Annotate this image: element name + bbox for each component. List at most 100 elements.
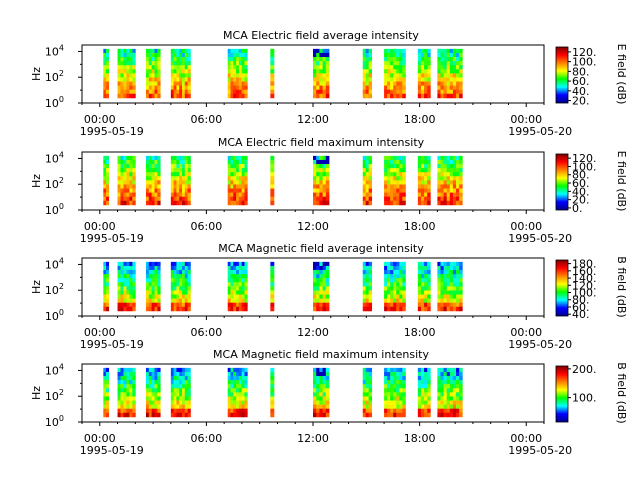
spectrogram-cell xyxy=(440,184,444,189)
spectrogram-cell xyxy=(399,57,403,62)
spectrogram-cell xyxy=(145,81,150,86)
spectrogram-cell xyxy=(456,176,460,181)
spectrogram-cell xyxy=(145,404,150,410)
spectrogram-cell xyxy=(132,302,136,308)
spectrogram-cell xyxy=(362,371,367,377)
spectrogram-cell xyxy=(126,380,130,385)
spectrogram-cell xyxy=(440,412,444,418)
spectrogram-cell xyxy=(151,265,155,271)
spectrogram-cell xyxy=(173,81,177,86)
spectrogram-cell xyxy=(420,306,425,312)
spectrogram xyxy=(103,367,463,418)
spectrogram xyxy=(103,48,463,99)
spectrogram-cell xyxy=(427,168,431,173)
spectrogram-cell xyxy=(449,274,454,279)
spectrogram-cell xyxy=(103,404,107,410)
spectrogram-cell xyxy=(227,65,231,70)
spectrogram-cell xyxy=(184,412,188,418)
spectrogram-cell xyxy=(316,176,320,181)
spectrogram-cell xyxy=(322,270,327,275)
spectrogram-cell xyxy=(362,93,367,99)
spectrogram-cell xyxy=(233,367,237,373)
spectrogram-cell xyxy=(393,77,397,82)
spectrogram-cell xyxy=(313,278,317,283)
spectrogram-cell xyxy=(151,196,155,202)
spectrogram-cell xyxy=(325,200,330,206)
spectrogram-cell xyxy=(230,180,234,185)
spectrogram-cell xyxy=(182,404,186,410)
spectrogram-cell xyxy=(120,294,124,299)
y-tick-label: 102 xyxy=(45,388,64,403)
spectrogram-cell xyxy=(322,408,327,414)
spectrogram-cell xyxy=(230,400,234,405)
spectrogram-cell xyxy=(368,294,373,299)
spectrogram-cell xyxy=(230,57,234,62)
spectrogram-cell xyxy=(157,164,161,169)
spectrogram-cell xyxy=(184,168,188,173)
y-tick-label: 102 xyxy=(45,282,64,297)
spectrogram-cell xyxy=(173,408,177,414)
spectrogram-cell xyxy=(319,159,323,165)
spectrogram-cell xyxy=(126,155,130,161)
spectrogram-cell xyxy=(384,392,388,397)
spectrogram-cell xyxy=(440,302,444,308)
spectrogram-cell xyxy=(440,164,444,169)
spectrogram-cell xyxy=(238,278,243,283)
spectrogram-cell xyxy=(126,196,130,202)
x-tick-label: 12:00 xyxy=(297,432,329,445)
spectrogram-cell xyxy=(319,77,323,82)
spectrogram-cell xyxy=(316,306,320,312)
spectrogram-cell xyxy=(230,188,234,193)
spectrogram-cell xyxy=(154,188,158,193)
spectrogram-cell xyxy=(179,57,183,62)
spectrogram-cell xyxy=(393,61,397,66)
spectrogram-cell xyxy=(227,168,231,173)
spectrogram-cell xyxy=(365,302,370,308)
spectrogram-cell xyxy=(387,81,391,86)
spectrogram-cell xyxy=(402,180,406,185)
colorbar xyxy=(555,153,569,211)
spectrogram-cell xyxy=(396,286,400,291)
spectrogram-cell xyxy=(244,85,248,91)
spectrogram-cell xyxy=(176,172,180,177)
spectrogram-cell xyxy=(368,408,373,414)
spectrogram-cell xyxy=(126,85,130,91)
spectrogram-cell xyxy=(456,270,460,275)
spectrogram-cell xyxy=(399,69,403,74)
spectrogram-cell xyxy=(170,155,175,161)
spectrogram-cell xyxy=(362,265,367,271)
spectrogram-cell xyxy=(452,69,457,74)
spectrogram-cell xyxy=(117,270,121,275)
spectrogram-cell xyxy=(244,412,248,418)
spectrogram-cell xyxy=(420,408,425,414)
spectrogram xyxy=(103,261,463,312)
spectrogram-cell xyxy=(424,274,428,279)
x-date-start: 1995-05-19 xyxy=(80,232,144,245)
spectrogram-cell xyxy=(129,188,133,193)
spectrogram-cell xyxy=(452,286,457,291)
spectrogram-cell xyxy=(368,188,373,193)
spectrogram-cell xyxy=(179,176,183,181)
spectrogram-cell xyxy=(396,371,400,377)
spectrogram-cell xyxy=(176,57,180,62)
spectrogram-cell xyxy=(241,392,245,397)
spectrogram-cell xyxy=(449,192,454,198)
spectrogram-cell xyxy=(148,384,153,389)
spectrogram-cell xyxy=(452,168,457,173)
spectrogram-cell xyxy=(154,298,158,304)
spectrogram-cell xyxy=(368,412,373,418)
spectrogram-cell xyxy=(440,392,444,397)
spectrogram-cell xyxy=(170,270,175,275)
spectrogram-cell xyxy=(316,77,320,82)
spectrogram-cell xyxy=(437,404,441,410)
spectrogram-cell xyxy=(322,298,327,304)
spectrogram-cell xyxy=(316,388,320,393)
spectrogram-cell xyxy=(187,77,191,82)
spectrogram-cell xyxy=(129,408,133,414)
spectrogram-cell xyxy=(459,270,463,275)
spectrogram-cell xyxy=(233,57,237,62)
spectrogram-cell xyxy=(126,69,130,74)
spectrogram-cell xyxy=(402,57,406,62)
spectrogram-cell xyxy=(313,172,317,177)
spectrogram-cell xyxy=(129,159,133,165)
